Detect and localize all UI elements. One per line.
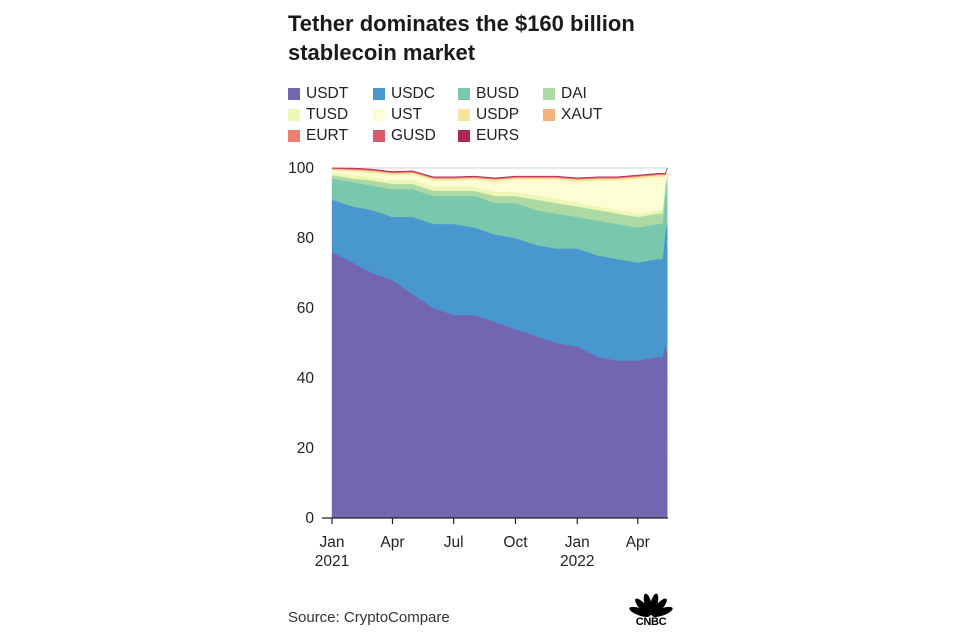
legend-item-ust: UST <box>373 106 458 124</box>
legend-label: GUSD <box>391 127 436 144</box>
legend-label: USDT <box>306 85 349 102</box>
legend-swatch <box>458 88 470 100</box>
peacock-icon <box>629 593 673 617</box>
legend-item-dai: DAI <box>543 85 628 103</box>
peacock-feather <box>651 606 673 617</box>
legend-label: EURT <box>306 127 348 144</box>
y-tick-label: 60 <box>297 300 315 317</box>
legend-swatch <box>373 109 385 121</box>
x-tick-label: Oct <box>503 534 528 551</box>
axes: 0 20 40 60 80 100 Jan 2021 Apr Jul Oct Jan 2022 Apr <box>288 160 668 570</box>
x-tick-label: Jul <box>444 534 464 551</box>
y-tick-label: 100 <box>288 160 314 177</box>
legend-item-xaut: XAUT <box>543 106 628 124</box>
legend-label: XAUT <box>561 106 603 123</box>
x-tick-year-label: 2022 <box>560 553 594 570</box>
legend-label: USDC <box>391 85 435 102</box>
legend-item-usdp: USDP <box>458 106 543 124</box>
peacock-feather <box>649 593 659 616</box>
x-tick-label: Jan <box>320 534 345 551</box>
peacock-feather <box>629 606 651 617</box>
area-eurs <box>331 167 668 179</box>
legend-swatch <box>543 109 555 121</box>
legend-item-eurt: EURT <box>288 127 373 145</box>
legend-label: USDP <box>476 106 520 123</box>
x-tick-label: Apr <box>380 534 404 551</box>
y-tick-label: 80 <box>297 230 315 247</box>
legend-swatch <box>288 130 300 142</box>
legend-label: DAI <box>561 85 587 102</box>
legend-swatch <box>458 109 470 121</box>
legend-label: EURS <box>476 127 520 144</box>
legend-swatch <box>288 88 300 100</box>
cnbc-logo: CNBC <box>628 590 674 630</box>
x-tick-label: Jan <box>565 534 590 551</box>
source-note: Source: CryptoCompare <box>288 609 450 626</box>
legend-item-busd: BUSD <box>458 85 543 103</box>
x-tick-label: Apr <box>626 534 650 551</box>
legend-label: BUSD <box>476 85 520 102</box>
y-tick-label: 0 <box>305 510 314 527</box>
legend-item-usdc: USDC <box>373 85 458 103</box>
y-tick-label: 20 <box>297 440 315 457</box>
legend-swatch <box>458 130 470 142</box>
chart-title: Tether dominates the $160 billion stable… <box>288 11 635 65</box>
legend-item-tusd: TUSD <box>288 106 373 124</box>
logo-text: CNBC <box>635 616 667 628</box>
legend-item-usdt: USDT <box>288 85 373 103</box>
legend-swatch <box>543 88 555 100</box>
series-areas <box>331 167 668 519</box>
legend-swatch <box>288 109 300 121</box>
legend-item-eurs: EURS <box>458 127 543 145</box>
legend-label: TUSD <box>306 106 349 123</box>
peacock-feather <box>651 598 667 616</box>
legend-label: UST <box>391 106 422 123</box>
legend-item-gusd: GUSD <box>373 127 458 145</box>
y-tick-label: 40 <box>297 370 315 387</box>
x-tick-year-label: 2021 <box>315 553 349 570</box>
legend-swatch <box>373 88 385 100</box>
legend-swatch <box>373 130 385 142</box>
chart-legend: USDT USDC BUSD DAI TUSD UST USDP XAUT EURT GUSD EU… <box>288 85 648 145</box>
